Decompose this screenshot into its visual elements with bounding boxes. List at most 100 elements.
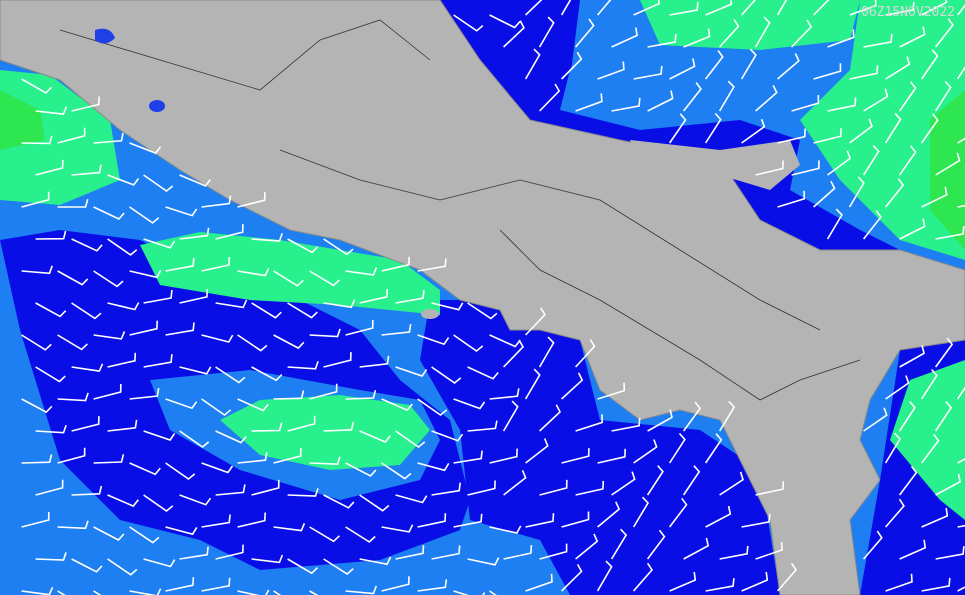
wind-barb — [21, 265, 53, 275]
wind-barb — [921, 0, 948, 16]
wind-barb — [35, 106, 68, 115]
wind-barb — [826, 208, 843, 240]
wind-barb — [633, 0, 660, 16]
wind-barb — [287, 558, 319, 575]
wind-barb — [646, 529, 666, 560]
wind-barb — [201, 462, 234, 474]
wind-barb — [898, 81, 917, 112]
lake — [95, 28, 115, 44]
wind-barb — [776, 562, 798, 592]
wind-barb — [539, 479, 568, 496]
wind-barb — [165, 577, 195, 592]
wind-barb — [956, 4, 965, 16]
wind-barb — [539, 83, 561, 112]
wind-barb — [237, 268, 270, 277]
wind-barb — [309, 270, 340, 287]
wind-barb — [201, 257, 231, 272]
wind-barb — [467, 557, 500, 566]
wind-barb — [705, 578, 735, 592]
wind-barb — [309, 383, 338, 400]
wind-barb — [381, 524, 414, 533]
wind-barb — [35, 552, 67, 561]
wind-barb — [575, 93, 603, 112]
wind-barb — [237, 589, 270, 595]
wind-barb — [899, 345, 925, 368]
wind-barb — [143, 558, 176, 568]
wind-barb — [71, 238, 103, 252]
wind-barb — [575, 480, 605, 496]
wind-barb — [489, 14, 521, 29]
wind-barb — [273, 447, 302, 464]
wind-barb — [668, 113, 687, 144]
wind-barb — [898, 145, 917, 176]
wind-barb — [35, 479, 64, 496]
wind-barb — [273, 390, 305, 400]
wind-barb — [107, 419, 138, 432]
wind-barb — [633, 439, 658, 464]
wind-barb — [453, 334, 484, 353]
wind-barb — [862, 530, 883, 560]
wind-barb — [848, 176, 865, 208]
wind-barb — [777, 53, 800, 80]
wind-barb — [381, 398, 413, 412]
wind-barb — [574, 18, 595, 48]
gargano — [630, 140, 800, 190]
wind-barb — [381, 323, 412, 336]
wind-barb — [21, 398, 53, 414]
wind-barb — [884, 112, 902, 144]
wind-barb — [381, 576, 410, 592]
wind-barb — [934, 337, 954, 368]
wind-barb — [718, 80, 735, 112]
wind-barb — [884, 178, 905, 208]
wind-barb — [502, 400, 519, 432]
wind-barb — [777, 128, 806, 144]
wind-barb — [610, 528, 628, 560]
wind-barb — [345, 585, 378, 595]
wind-barb — [71, 96, 100, 112]
wind-barb — [107, 302, 140, 311]
wind-barb — [237, 452, 268, 464]
wind-barb — [251, 233, 283, 242]
wind-barb — [251, 554, 284, 564]
wind-barb — [57, 334, 88, 351]
wind-barb — [935, 226, 965, 240]
wind-zone-light — [640, 0, 860, 50]
island — [421, 309, 439, 319]
wind-barb — [395, 494, 428, 504]
wind-barb — [849, 65, 879, 80]
wind-barb — [884, 498, 905, 528]
wind-barb — [489, 334, 521, 348]
wind-barb — [920, 433, 940, 464]
wind-barb — [431, 430, 464, 442]
wind-barb — [885, 375, 910, 400]
wind-barb — [885, 56, 911, 80]
wind-barb — [668, 432, 686, 464]
wind-barb — [359, 556, 392, 566]
wind-barb — [323, 494, 355, 509]
wind-barb — [323, 352, 352, 368]
wind-barb — [21, 191, 50, 208]
wind-barb — [467, 302, 498, 320]
wind-barb — [791, 160, 820, 176]
wind-barb — [395, 290, 425, 304]
wind-barb — [754, 16, 771, 48]
wind-zone-dark — [440, 0, 900, 250]
wind-barb — [309, 526, 340, 543]
wind-barb — [669, 58, 696, 80]
wind-barb — [935, 473, 962, 496]
wind-barb — [179, 430, 210, 449]
wind-barb — [21, 78, 53, 94]
wind-barb — [237, 398, 269, 412]
wind-barb — [740, 48, 757, 80]
wind-barb — [561, 448, 590, 464]
wind-barb — [417, 398, 448, 417]
wind-barb — [467, 480, 496, 496]
wind-barb — [323, 421, 355, 432]
wind-barb — [71, 363, 104, 372]
wind-barb — [525, 513, 555, 528]
wind-barb — [467, 366, 499, 380]
wind-barb — [611, 471, 636, 496]
wind-barb — [431, 302, 464, 311]
wind-barb — [93, 132, 124, 144]
wind-barb — [359, 355, 390, 368]
